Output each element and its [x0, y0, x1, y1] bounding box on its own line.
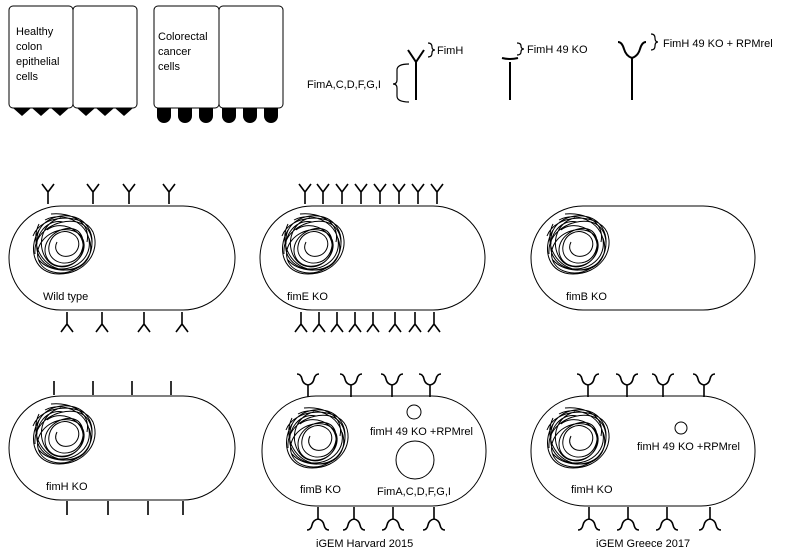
fimbriae-top: [53, 380, 172, 396]
fimbriae-top: [576, 373, 716, 398]
cancer-cells-group: Colorectal cancer cells: [153, 5, 284, 123]
healthy-cell-receptors: [13, 108, 133, 116]
bacterium-fimb-ko: fimB KO: [530, 205, 756, 311]
bacterium-fimh-ko: fimH KO: [8, 380, 236, 516]
healthy-cells-group: Healthy colon epithelial cells: [8, 5, 138, 116]
rpmrel-small-circle: [406, 404, 422, 420]
fimbriae-bottom: [60, 311, 189, 333]
legend-fimh49ko-rpmrel-label: FimH 49 KO + RPMrel: [663, 38, 773, 50]
wild-type-label: Wild type: [43, 291, 88, 303]
fimbriae-bottom: [294, 311, 441, 333]
legend-fimh49ko-label: FimH 49 KO: [527, 44, 588, 56]
legend-wildtype-fimbria: FimH FimA,C,D,F,G,I: [307, 42, 463, 103]
rpmrel-small-circle: [674, 421, 688, 435]
harvard-caption: iGEM Harvard 2015: [316, 538, 413, 550]
bacterium-body: [261, 395, 487, 507]
legend-fimh-label: FimH: [437, 45, 463, 57]
fimbriae-bottom: [66, 500, 184, 516]
bacterium-harvard: fimH 49 KO +RPMrel FimA,C,D,F,G,I fimB K…: [261, 373, 487, 531]
fim-acdfgi-large-circle: [395, 440, 435, 480]
cancer-cells-label: Colorectal cancer cells: [158, 31, 211, 73]
fimh-ko-label: fimH KO: [46, 481, 88, 493]
legend-fimh49ko-fimbria: FimH 49 KO: [501, 42, 588, 100]
cancer-cell-receptors: [157, 108, 278, 123]
harvard-fim-acdfgi-label: FimA,C,D,F,G,I: [377, 486, 451, 498]
greece-rpmrel-label: fimH 49 KO +RPMrel: [637, 441, 740, 453]
greece-fimh-ko-label: fimH KO: [571, 484, 613, 496]
fime-ko-label: fimE KO: [287, 291, 328, 303]
healthy-cells-label: Healthy colon epithelial cells: [16, 26, 62, 83]
bacterium-greece: fimH 49 KO +RPMrel fimH KO: [530, 373, 756, 531]
healthy-cell-2: [72, 5, 138, 109]
legend-fimh49ko-rpmrel-fimbria: FimH 49 KO + RPMrel: [617, 33, 773, 100]
bacterium-wild-type: Wild type: [8, 183, 236, 333]
legend-fim-acdfgi-label: FimA,C,D,F,G,I: [307, 79, 381, 91]
harvard-fimb-ko-label: fimB KO: [300, 484, 341, 496]
fimb-ko-label: fimB KO: [566, 291, 607, 303]
bacterium-body: [530, 205, 756, 311]
fimbriae-bottom: [577, 506, 722, 531]
fimbriae-top: [41, 183, 176, 205]
fimbriae-bottom: [306, 506, 446, 531]
greece-caption: iGEM Greece 2017: [596, 538, 690, 550]
bacterium-fime-ko: fimE KO: [259, 183, 486, 333]
harvard-rpmrel-label: fimH 49 KO +RPMrel: [370, 426, 473, 438]
fimbriae-top: [298, 183, 444, 205]
fimbriae-top: [296, 373, 442, 398]
cancer-cell-2: [218, 5, 284, 109]
